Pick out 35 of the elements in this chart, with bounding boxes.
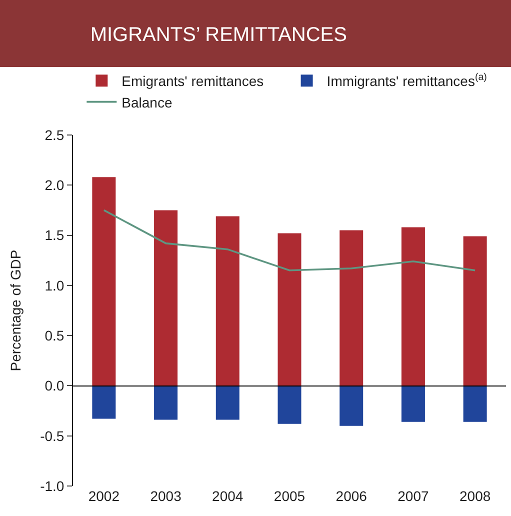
- bar: [278, 386, 302, 424]
- legend-label: Emigrants' remittances: [122, 73, 264, 90]
- line-series: [103, 209, 476, 272]
- y-tick-label: 0.0: [44, 378, 64, 394]
- x-tick-label: 2007: [398, 488, 429, 504]
- bar: [340, 230, 364, 386]
- bar: [154, 386, 178, 420]
- x-tick-label: 2008: [459, 488, 491, 504]
- y-axis-title: Percentage of GDP: [8, 250, 24, 372]
- y-tick-label: 0.5: [44, 327, 64, 344]
- bar: [401, 386, 425, 422]
- y-tick-label: 2.0: [44, 177, 64, 194]
- y-tick-label: 1.5: [44, 227, 64, 244]
- y-tick-label: 2.5: [44, 126, 64, 143]
- bar: [154, 210, 178, 386]
- bar: [278, 233, 302, 386]
- bar: [216, 386, 240, 420]
- legend-label: Balance: [122, 94, 172, 110]
- bar: [216, 216, 240, 386]
- legend-label: Immigrants' remittances$^{(a)}$: [326, 72, 487, 90]
- bar: [92, 177, 116, 386]
- x-tick-label: 2006: [336, 488, 368, 504]
- y-tick-label: -1.0: [40, 478, 64, 494]
- bar: [463, 236, 487, 386]
- y-tick-label: -0.5: [40, 428, 64, 444]
- chart-title: MIGRANTS’ REMITTANCES: [90, 24, 347, 46]
- bar: [340, 386, 364, 426]
- bar: [463, 386, 487, 422]
- x-tick-label: 2003: [150, 488, 182, 504]
- x-tick-label: 2005: [274, 488, 306, 504]
- x-tick-label: 2002: [88, 488, 120, 504]
- bar: [92, 386, 116, 419]
- bar: [401, 227, 425, 386]
- y-tick-label: 1.0: [44, 277, 64, 294]
- x-tick-label: 2004: [212, 488, 244, 504]
